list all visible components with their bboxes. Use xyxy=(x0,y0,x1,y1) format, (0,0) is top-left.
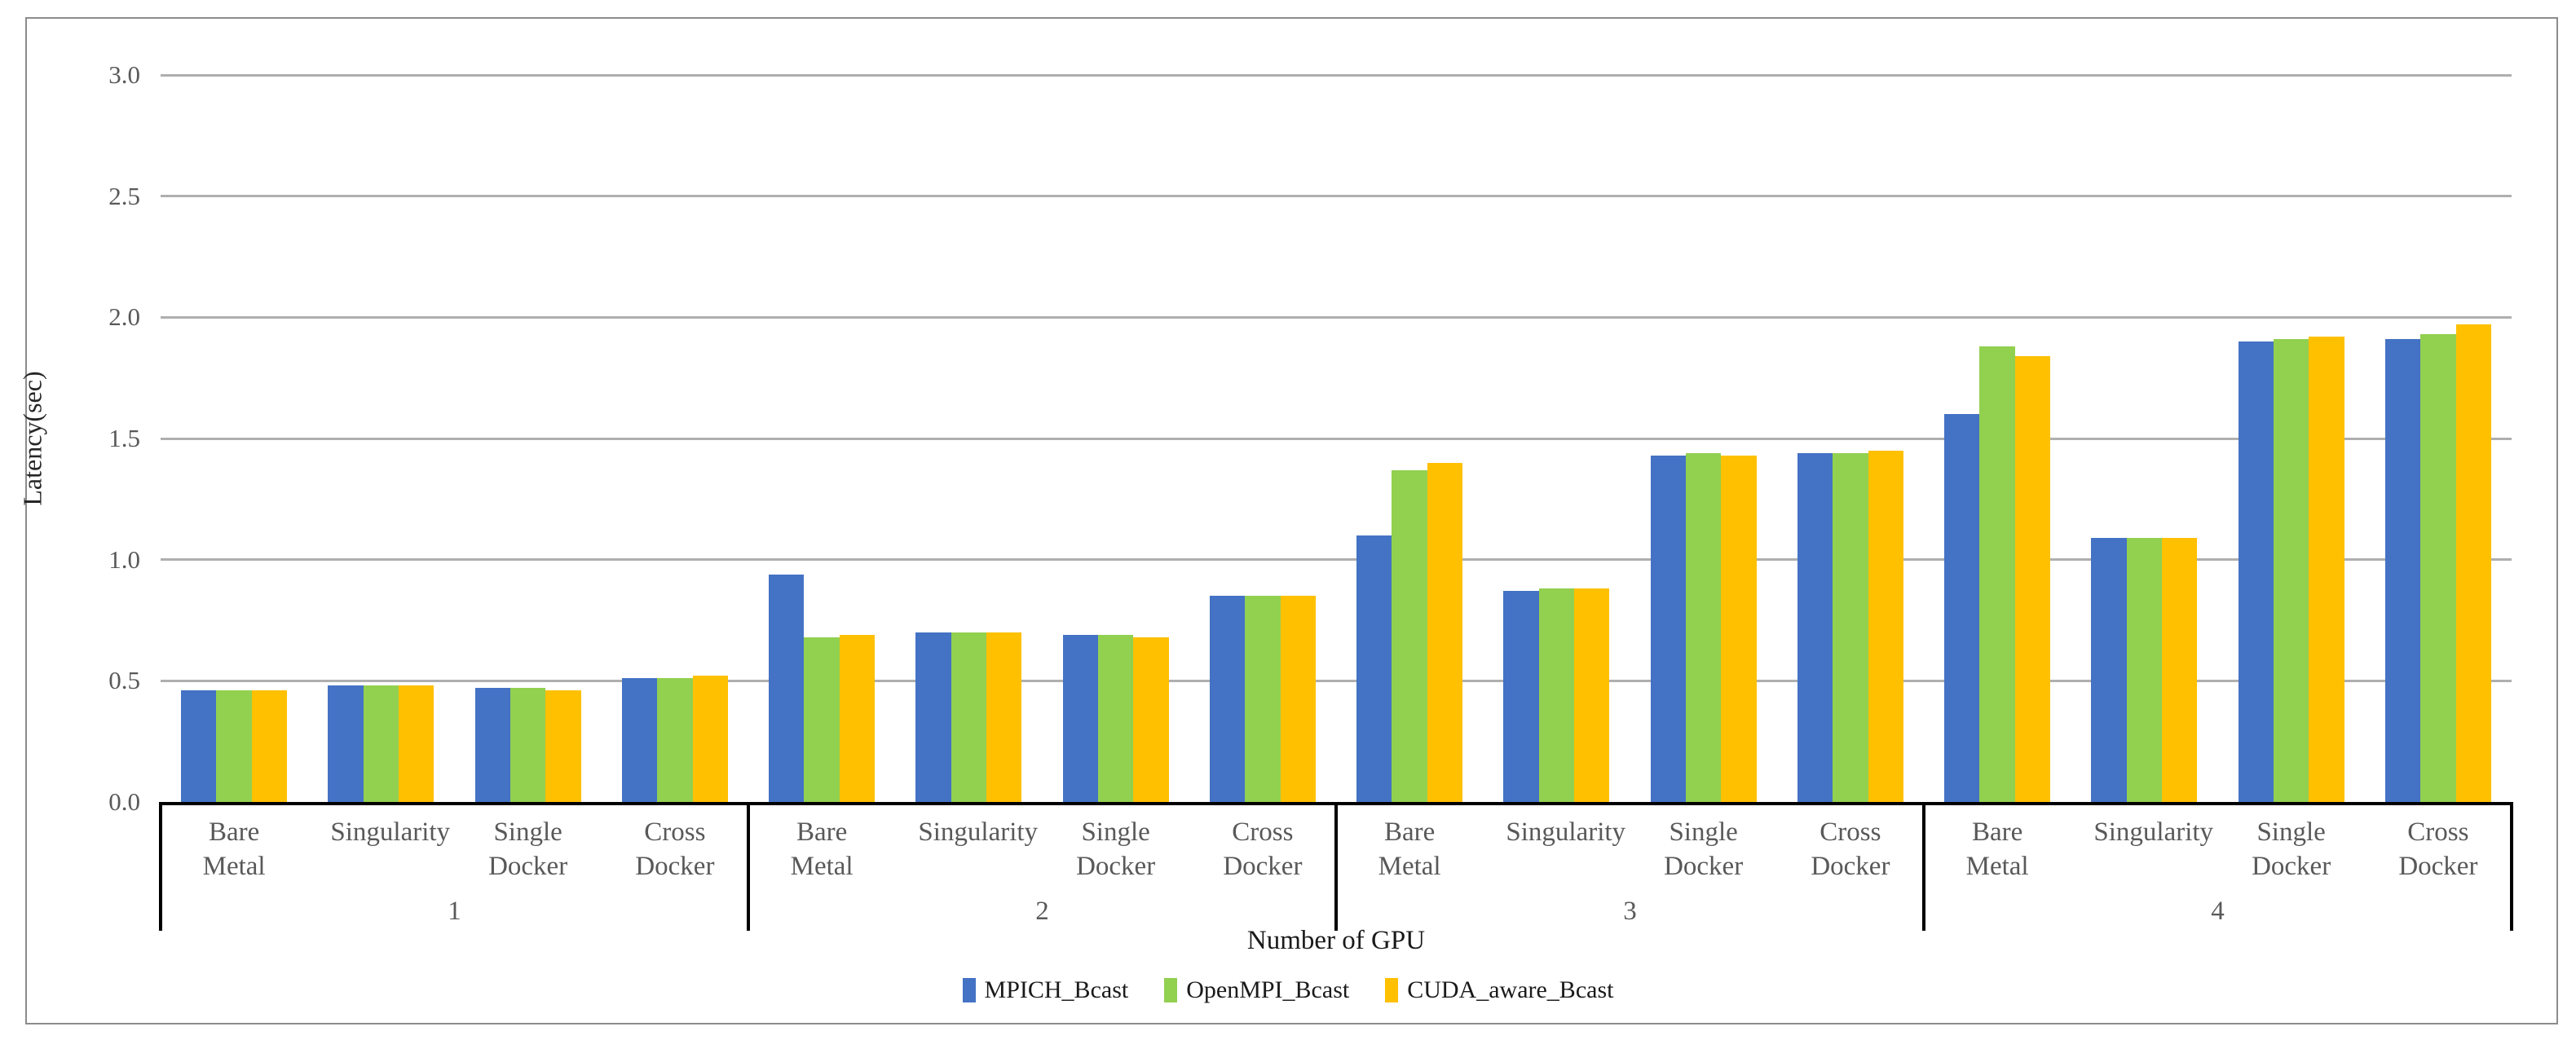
bar-CUDA_aware_Bcast-gpu1-single-docker xyxy=(545,690,581,802)
category-label: Singularity xyxy=(330,817,451,847)
bar-OpenMPI_Bcast-gpu3-single-docker xyxy=(1685,452,1722,802)
legend: MPICH_Bcast OpenMPI_Bcast CUDA_aware_Bcast xyxy=(0,976,2576,1004)
legend-swatch-icon xyxy=(962,978,976,1002)
bar-CUDA_aware_Bcast-gpu3-singularity xyxy=(1574,588,1610,802)
x-axis-title: Number of GPU xyxy=(1246,926,1426,955)
category-label: Bare Metal xyxy=(1378,817,1441,881)
bar-MPICH_Bcast-gpu2-single-docker xyxy=(1062,634,1098,802)
bar-MPICH_Bcast-gpu4-bare-metal xyxy=(1944,414,1980,802)
group-separator xyxy=(2510,802,2513,931)
category-label: Singularity xyxy=(918,817,1039,847)
bar-CUDA_aware_Bcast-gpu4-bare-metal xyxy=(2014,355,2051,802)
legend-item-CUDA_aware_Bcast: CUDA_aware_Bcast xyxy=(1385,976,1613,1004)
bar-CUDA_aware_Bcast-gpu4-single-docker xyxy=(2309,337,2344,802)
group-separator xyxy=(1334,802,1338,931)
category-label: Bare Metal xyxy=(790,817,854,881)
bar-OpenMPI_Bcast-gpu3-singularity xyxy=(1538,588,1575,802)
bar-MPICH_Bcast-gpu1-singularity xyxy=(328,685,364,802)
bar-CUDA_aware_Bcast-gpu2-cross-docker xyxy=(1280,596,1316,802)
category-label: Single Docker xyxy=(2252,817,2331,881)
legend-label: CUDA_aware_Bcast xyxy=(1407,976,1614,1003)
group-separator xyxy=(1922,802,1925,931)
bar-OpenMPI_Bcast-gpu4-bare-metal xyxy=(1979,346,2015,802)
bar-CUDA_aware_Bcast-gpu1-bare-metal xyxy=(251,690,288,802)
bar-OpenMPI_Bcast-gpu3-cross-docker xyxy=(1833,452,1868,802)
bar-CUDA_aware_Bcast-gpu2-bare-metal xyxy=(839,634,876,802)
gridline xyxy=(161,437,2512,440)
bar-OpenMPI_Bcast-gpu1-single-docker xyxy=(509,688,546,802)
bar-CUDA_aware_Bcast-gpu4-singularity xyxy=(2162,537,2198,802)
y-tick-label: 2.0 xyxy=(108,302,140,332)
gridline xyxy=(161,195,2512,198)
bar-MPICH_Bcast-gpu1-cross-docker xyxy=(621,678,658,802)
bar-MPICH_Bcast-gpu2-singularity xyxy=(915,632,951,802)
bar-CUDA_aware_Bcast-gpu2-singularity xyxy=(986,632,1022,802)
group-label: 1 xyxy=(448,897,461,926)
bar-MPICH_Bcast-gpu3-singularity xyxy=(1503,591,1539,802)
y-axis-title: Latency(sec) xyxy=(17,371,47,506)
category-label: Single Docker xyxy=(488,817,568,881)
legend-label: OpenMPI_Bcast xyxy=(1186,976,1350,1003)
bar-CUDA_aware_Bcast-gpu3-cross-docker xyxy=(1868,450,1903,802)
bar-MPICH_Bcast-gpu2-cross-docker xyxy=(1209,596,1246,802)
bar-CUDA_aware_Bcast-gpu3-single-docker xyxy=(1721,455,1757,802)
bar-MPICH_Bcast-gpu2-bare-metal xyxy=(769,574,805,802)
bar-OpenMPI_Bcast-gpu4-single-docker xyxy=(2273,339,2309,802)
category-label: Bare Metal xyxy=(202,817,266,881)
bar-MPICH_Bcast-gpu4-single-docker xyxy=(2238,341,2274,802)
gridline xyxy=(161,73,2512,77)
bar-OpenMPI_Bcast-gpu2-bare-metal xyxy=(804,637,840,802)
category-label: Single Docker xyxy=(1664,817,1744,881)
bar-CUDA_aware_Bcast-gpu2-single-docker xyxy=(1133,637,1169,802)
bar-MPICH_Bcast-gpu3-cross-docker xyxy=(1797,452,1833,802)
bar-MPICH_Bcast-gpu4-singularity xyxy=(2091,537,2127,802)
y-tick-label: 1.0 xyxy=(108,544,140,574)
bar-OpenMPI_Bcast-gpu2-single-docker xyxy=(1097,634,1134,802)
group-separator xyxy=(747,802,750,931)
category-label: Cross Docker xyxy=(2398,817,2478,881)
bar-MPICH_Bcast-gpu4-cross-docker xyxy=(2384,339,2421,802)
y-tick-label: 0.0 xyxy=(108,787,140,816)
bar-OpenMPI_Bcast-gpu4-cross-docker xyxy=(2420,334,2456,802)
bar-OpenMPI_Bcast-gpu1-cross-docker xyxy=(657,678,693,802)
category-label: Singularity xyxy=(1506,817,1626,847)
bar-CUDA_aware_Bcast-gpu1-singularity xyxy=(399,685,434,802)
y-tick-label: 3.0 xyxy=(108,60,140,89)
gridline xyxy=(161,558,2512,562)
bar-MPICH_Bcast-gpu3-bare-metal xyxy=(1356,535,1392,802)
category-label: Single Docker xyxy=(1076,817,1156,881)
legend-swatch-icon xyxy=(1164,978,1178,1002)
bar-OpenMPI_Bcast-gpu3-bare-metal xyxy=(1392,469,1427,802)
legend-label: MPICH_Bcast xyxy=(984,976,1129,1003)
bar-MPICH_Bcast-gpu1-single-docker xyxy=(474,688,510,802)
bar-OpenMPI_Bcast-gpu2-cross-docker xyxy=(1245,596,1281,802)
bar-OpenMPI_Bcast-gpu2-singularity xyxy=(951,632,987,802)
bar-OpenMPI_Bcast-gpu1-singularity xyxy=(363,685,399,802)
group-label: 2 xyxy=(1035,897,1049,926)
category-label: Cross Docker xyxy=(1223,817,1303,881)
bar-MPICH_Bcast-gpu3-single-docker xyxy=(1650,455,1686,802)
y-tick-label: 0.5 xyxy=(108,666,140,695)
category-label: Singularity xyxy=(2093,817,2214,847)
group-separator xyxy=(159,802,162,931)
bar-CUDA_aware_Bcast-gpu1-cross-docker xyxy=(692,676,728,802)
y-tick-label: 2.5 xyxy=(108,181,140,210)
gridline xyxy=(161,315,2512,319)
bar-CUDA_aware_Bcast-gpu4-cross-docker xyxy=(2455,324,2491,802)
legend-item-MPICH_Bcast: MPICH_Bcast xyxy=(962,976,1129,1004)
category-label: Cross Docker xyxy=(635,817,715,881)
bar-CUDA_aware_Bcast-gpu3-bare-metal xyxy=(1427,462,1463,802)
category-label: Cross Docker xyxy=(1811,817,1890,881)
category-label: Bare Metal xyxy=(1965,817,2029,881)
group-label: 4 xyxy=(2211,897,2225,926)
y-tick-label: 1.5 xyxy=(108,424,140,452)
gridline xyxy=(161,679,2512,682)
group-label: 3 xyxy=(1623,897,1637,926)
legend-item-OpenMPI_Bcast: OpenMPI_Bcast xyxy=(1164,976,1349,1004)
legend-swatch-icon xyxy=(1385,978,1399,1002)
bar-OpenMPI_Bcast-gpu4-singularity xyxy=(2126,537,2163,802)
bar-MPICH_Bcast-gpu1-bare-metal xyxy=(181,690,217,802)
bar-OpenMPI_Bcast-gpu1-bare-metal xyxy=(216,690,252,802)
